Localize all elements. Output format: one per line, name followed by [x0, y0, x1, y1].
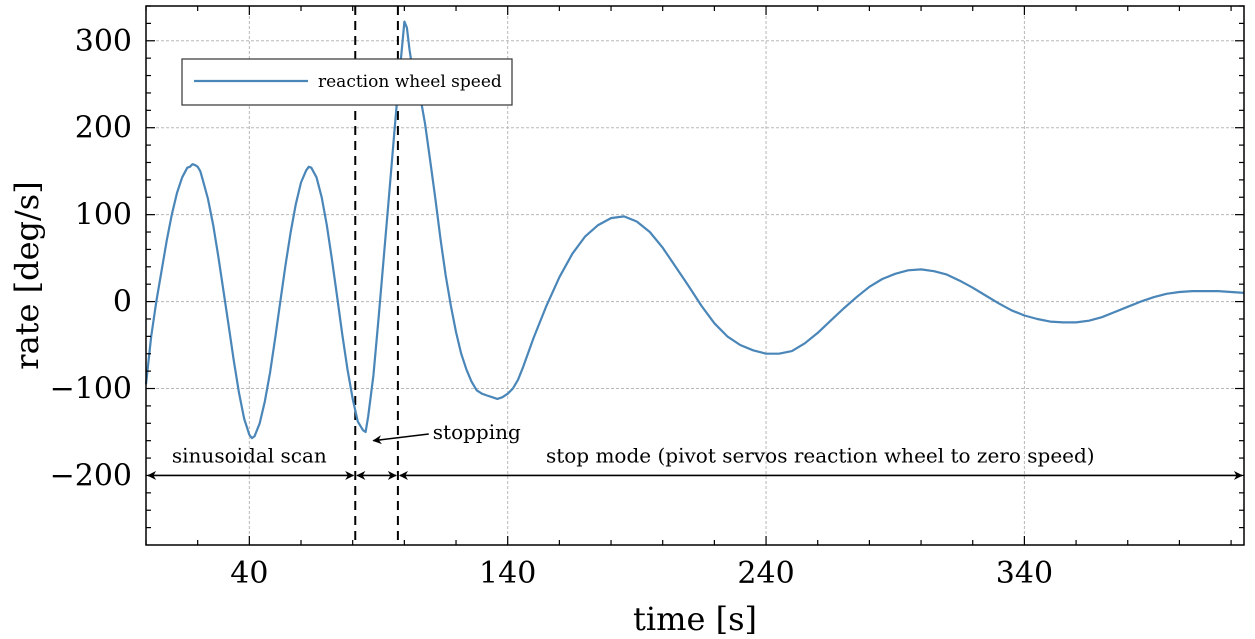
x-tick-labels: 40 140 240 340	[230, 556, 1053, 591]
series-line-reaction-wheel-speed	[144, 20, 1245, 440]
span-label: sinusoidal scan	[172, 443, 327, 467]
x-tick-label: 40	[230, 556, 268, 591]
plot-frame	[145, 5, 1245, 546]
stopping-label: stopping	[433, 420, 521, 444]
x-axis-label: time [s]	[633, 600, 757, 638]
y-tick-label: 300	[75, 24, 132, 59]
y-tick-label: −100	[50, 372, 132, 407]
x-tick-label: 140	[479, 556, 536, 591]
x-tick-label: 240	[737, 556, 794, 591]
tick-marks	[145, 5, 1244, 545]
annotations: sinusoidal scan stop mode (pivot servos r…	[147, 420, 1243, 480]
y-tick-label: 100	[75, 198, 132, 233]
span-label: stop mode (pivot servos reaction wheel t…	[546, 443, 1095, 467]
stopping-arrow	[372, 433, 429, 445]
y-tick-label: 0	[113, 285, 132, 320]
legend-entry: reaction wheel speed	[318, 72, 502, 92]
legend: reaction wheel speed	[181, 58, 513, 106]
y-tick-labels: 300 200 100 0 −100 −200	[50, 24, 132, 494]
y-axis-label: rate [deg/s]	[8, 181, 46, 369]
series-layer	[144, 20, 1245, 440]
y-tick-label: −200	[50, 458, 132, 493]
y-tick-label: 200	[75, 111, 132, 146]
x-tick-label: 340	[996, 556, 1053, 591]
